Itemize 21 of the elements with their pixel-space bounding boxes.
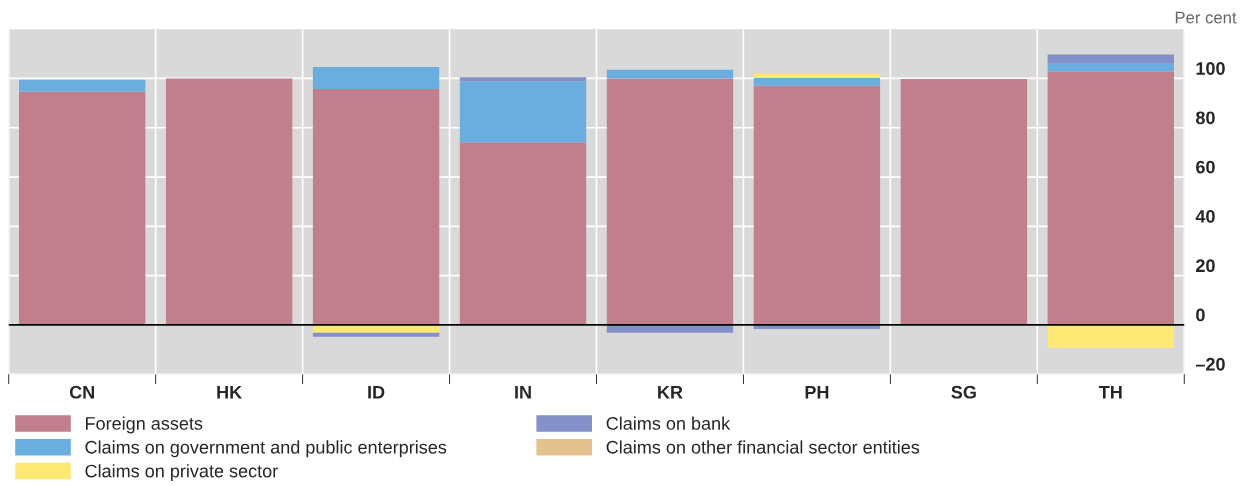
y-tick-label: 100 [1196,62,1225,75]
legend-label: Claims on bank [606,416,731,430]
x-tick-label: SG [951,385,976,399]
y-tick-label: 60 [1196,160,1215,174]
y-axis-title: Per cent [1175,11,1237,24]
y-tick-label: –20 [1195,357,1225,371]
legend-label: Claims on other financial sector entities [606,440,920,454]
x-tick-label: TH [1098,385,1122,399]
x-tick-label: KR [658,385,683,399]
x-tick-label: PH [805,385,829,399]
x-tick-label: HK [217,385,242,399]
legend-label: Claims on government and public enterprises [85,440,447,458]
x-tick-label: CN [69,385,94,399]
x-tick-label: IN [515,385,531,399]
y-tick-label: 40 [1195,209,1215,223]
y-tick-label: 80 [1195,111,1215,125]
y-tick-label: 20 [1196,259,1215,273]
y-tick-label: 0 [1196,308,1205,322]
legend-label: Foreign assets [86,416,203,434]
legend-label: Claims on private sector [85,464,278,481]
x-tick-label: ID [368,385,385,399]
